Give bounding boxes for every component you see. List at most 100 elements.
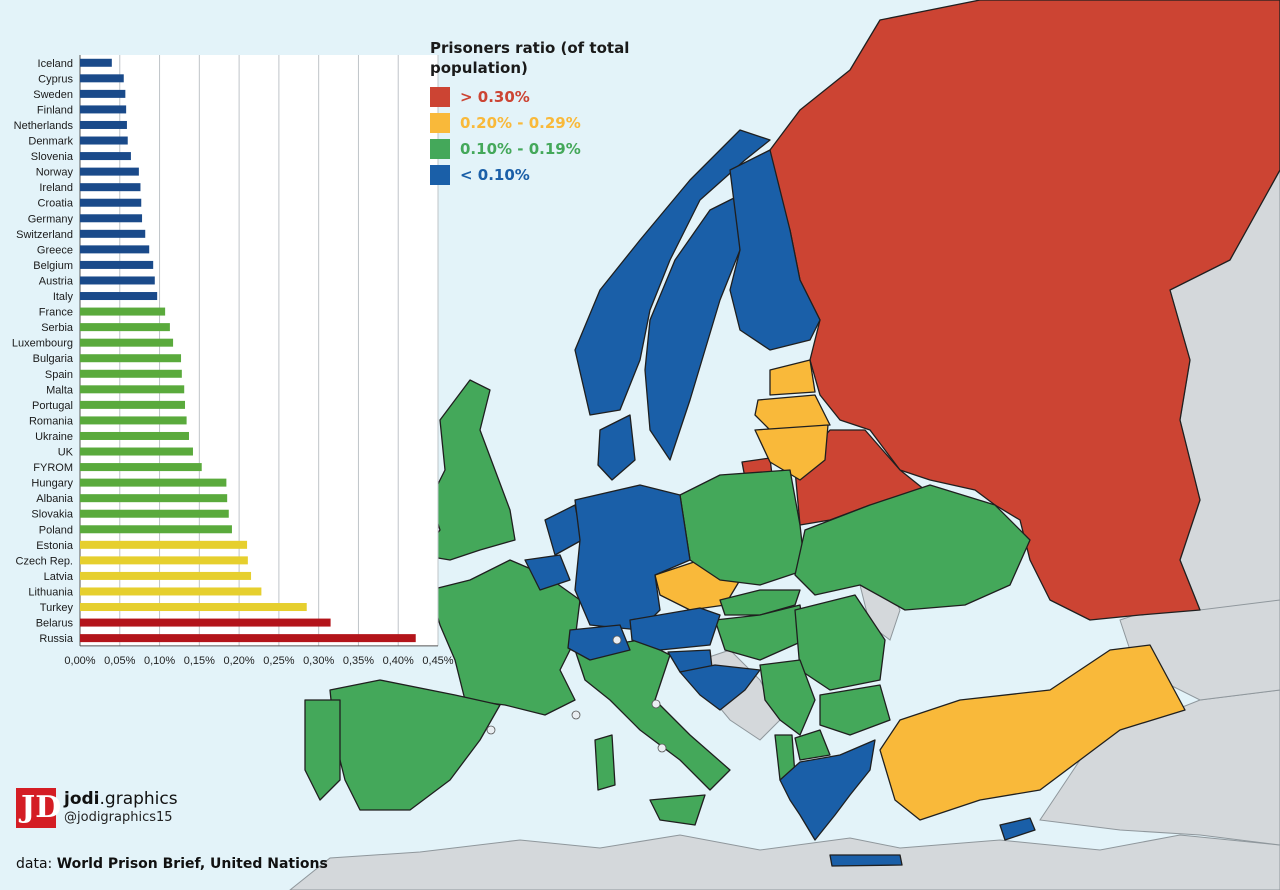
country-malta-dot xyxy=(657,743,667,753)
chart-category-label: Austria xyxy=(39,275,74,287)
chart-category-label: Denmark xyxy=(28,136,73,148)
country-russia xyxy=(769,0,1280,621)
chart-bar-slovakia xyxy=(80,509,229,518)
legend-item-under-010: < 0.10% xyxy=(430,162,690,188)
chart-bar-latvia xyxy=(80,571,252,580)
country-portugal xyxy=(304,699,341,801)
country-lithuania xyxy=(754,424,829,481)
chart-category-label: Spain xyxy=(45,369,73,381)
chart-category-label: Portugal xyxy=(32,400,73,412)
brand-name-rest: .graphics xyxy=(99,789,178,809)
chart-category-label: Malta xyxy=(46,384,74,396)
chart-bar-greece xyxy=(80,245,150,254)
chart-bar-belgium xyxy=(80,260,154,269)
chart-bar-russia xyxy=(80,634,416,643)
brand-block: JD jodi.graphics @jodigraphics15 xyxy=(16,788,178,828)
chart-bar-croatia xyxy=(80,198,142,207)
chart-bar-albania xyxy=(80,494,228,503)
country-slovakia xyxy=(719,589,801,616)
chart-category-label: Switzerland xyxy=(16,229,73,241)
chart-bar-cyprus xyxy=(80,74,124,83)
country-denmark xyxy=(597,414,636,481)
chart-bar-belarus xyxy=(80,618,331,627)
chart-tick-labels: 0,00% 0,05% 0,10% 0,15% 0,20% 0,25% 0,30% 0,35%… xyxy=(64,655,453,667)
chart-category-label: Belarus xyxy=(36,618,74,630)
chart-bar-uk xyxy=(80,447,193,456)
chart-bar-iceland xyxy=(80,58,112,67)
brand-logo-icon: JD xyxy=(16,788,61,828)
data-source: data: World Prison Brief, United Nations xyxy=(16,856,328,872)
chart-category-label: Croatia xyxy=(38,198,74,210)
chart-bar-denmark xyxy=(80,136,128,145)
chart-category-label: France xyxy=(39,307,73,319)
chart-bar-poland xyxy=(80,525,232,534)
legend-item-010-019: 0.10% - 0.19% xyxy=(430,136,690,162)
chart-category-label: UK xyxy=(58,447,74,459)
chart-bar-spain xyxy=(80,369,182,378)
brand-logo-letters: JD xyxy=(21,790,62,825)
country-turkey xyxy=(879,644,1186,821)
chart-bar-lithuania xyxy=(80,587,262,596)
chart-category-label: Bulgaria xyxy=(33,353,74,365)
chart-tick-label: 0,20% xyxy=(224,655,255,667)
chart-tick-label: 0,00% xyxy=(64,655,95,667)
brand-name-bold: jodi xyxy=(64,789,100,809)
chart-bar-slovenia xyxy=(80,152,131,161)
country-spain xyxy=(329,679,501,811)
chart-category-label: Latvia xyxy=(44,571,74,583)
country-estonia xyxy=(769,359,816,396)
chart-category-label: Ukraine xyxy=(35,431,73,443)
legend: Prisoners ratio (of total population) > … xyxy=(430,38,690,188)
source-prefix: data: xyxy=(16,856,57,872)
chart-tick-label: 0,45% xyxy=(422,655,453,667)
source-text: World Prison Brief, United Nations xyxy=(56,856,328,872)
chart-bar-romania xyxy=(80,416,187,425)
country-greece-crete xyxy=(829,854,903,867)
chart-category-label: Cyprus xyxy=(38,73,73,85)
country-belgium xyxy=(524,554,571,591)
chart-category-label: FYROM xyxy=(33,462,73,474)
chart-category-label: Slovenia xyxy=(31,151,74,163)
chart-bar-serbia xyxy=(80,323,170,332)
chart-category-label: Norway xyxy=(36,167,74,179)
chart-bar-italy xyxy=(80,292,158,301)
chart-tick-label: 0,10% xyxy=(144,655,175,667)
chart-category-label: Albania xyxy=(36,493,74,505)
chart-bars xyxy=(80,58,416,643)
brand-handle: @jodigraphics15 xyxy=(64,810,173,825)
chart-tick-label: 0,40% xyxy=(383,655,414,667)
chart-bar-netherlands xyxy=(80,120,127,129)
microstate-dot-2 xyxy=(571,710,581,720)
chart-category-label: Turkey xyxy=(40,602,74,614)
chart-category-label: Lithuania xyxy=(28,586,74,598)
chart-tick-label: 0,35% xyxy=(343,655,374,667)
chart-category-label: Netherlands xyxy=(14,120,74,132)
chart-category-label: Slovakia xyxy=(31,509,73,521)
chart-category-label: Belgium xyxy=(33,260,73,272)
chart-category-label: Finland xyxy=(37,104,73,116)
chart-category-label: Serbia xyxy=(41,322,74,334)
country-latvia xyxy=(754,394,831,431)
chart-bar-norway xyxy=(80,167,139,176)
chart-bar-bulgaria xyxy=(80,354,182,363)
chart-category-label: Poland xyxy=(39,524,73,536)
microstate-dot-1 xyxy=(486,725,496,735)
chart-bar-fyrom xyxy=(80,463,202,472)
country-italy xyxy=(574,639,731,791)
chart-bar-luxembourg xyxy=(80,338,174,347)
country-greece xyxy=(779,739,876,841)
chart-bar-turkey xyxy=(80,603,307,612)
country-cyprus xyxy=(999,817,1036,841)
legend-swatch xyxy=(430,139,450,159)
chart-category-label: Greece xyxy=(37,244,73,256)
chart-category-label: Russia xyxy=(39,633,74,645)
chart-bar-france xyxy=(80,307,166,316)
legend-title: Prisoners ratio (of total population) xyxy=(430,39,630,77)
legend-label: 0.10% - 0.19% xyxy=(460,140,581,158)
chart-bar-estonia xyxy=(80,540,248,549)
region-north-africa xyxy=(289,834,1280,890)
legend-label: > 0.30% xyxy=(460,88,530,106)
legend-item-020-029: 0.20% - 0.29% xyxy=(430,110,690,136)
chart-category-labels: Iceland Cyprus Sweden Finland Netherlands Den… xyxy=(12,58,74,645)
country-serbia xyxy=(759,659,816,736)
